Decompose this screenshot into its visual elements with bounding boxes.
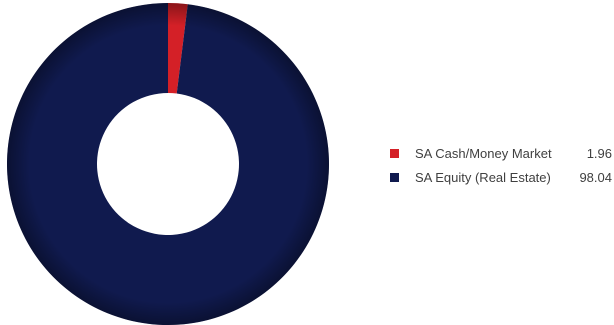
legend-value-equity: 98.04 <box>579 169 612 185</box>
legend-label-cash: SA Cash/Money Market <box>415 145 552 161</box>
legend-item-equity: SA Equity (Real Estate) 98.04 <box>390 165 612 189</box>
legend: SA Cash/Money Market 1.96 SA Equity (Rea… <box>390 141 612 189</box>
slice-equity-real-estate <box>7 2 329 325</box>
legend-value-cash: 1.96 <box>586 145 612 161</box>
legend-label-equity: SA Equity (Real Estate) <box>415 169 551 185</box>
legend-swatch-cash <box>390 148 399 158</box>
legend-swatch-equity <box>390 172 399 182</box>
donut-slices <box>7 2 329 325</box>
legend-item-cash: SA Cash/Money Market 1.96 <box>390 141 612 165</box>
